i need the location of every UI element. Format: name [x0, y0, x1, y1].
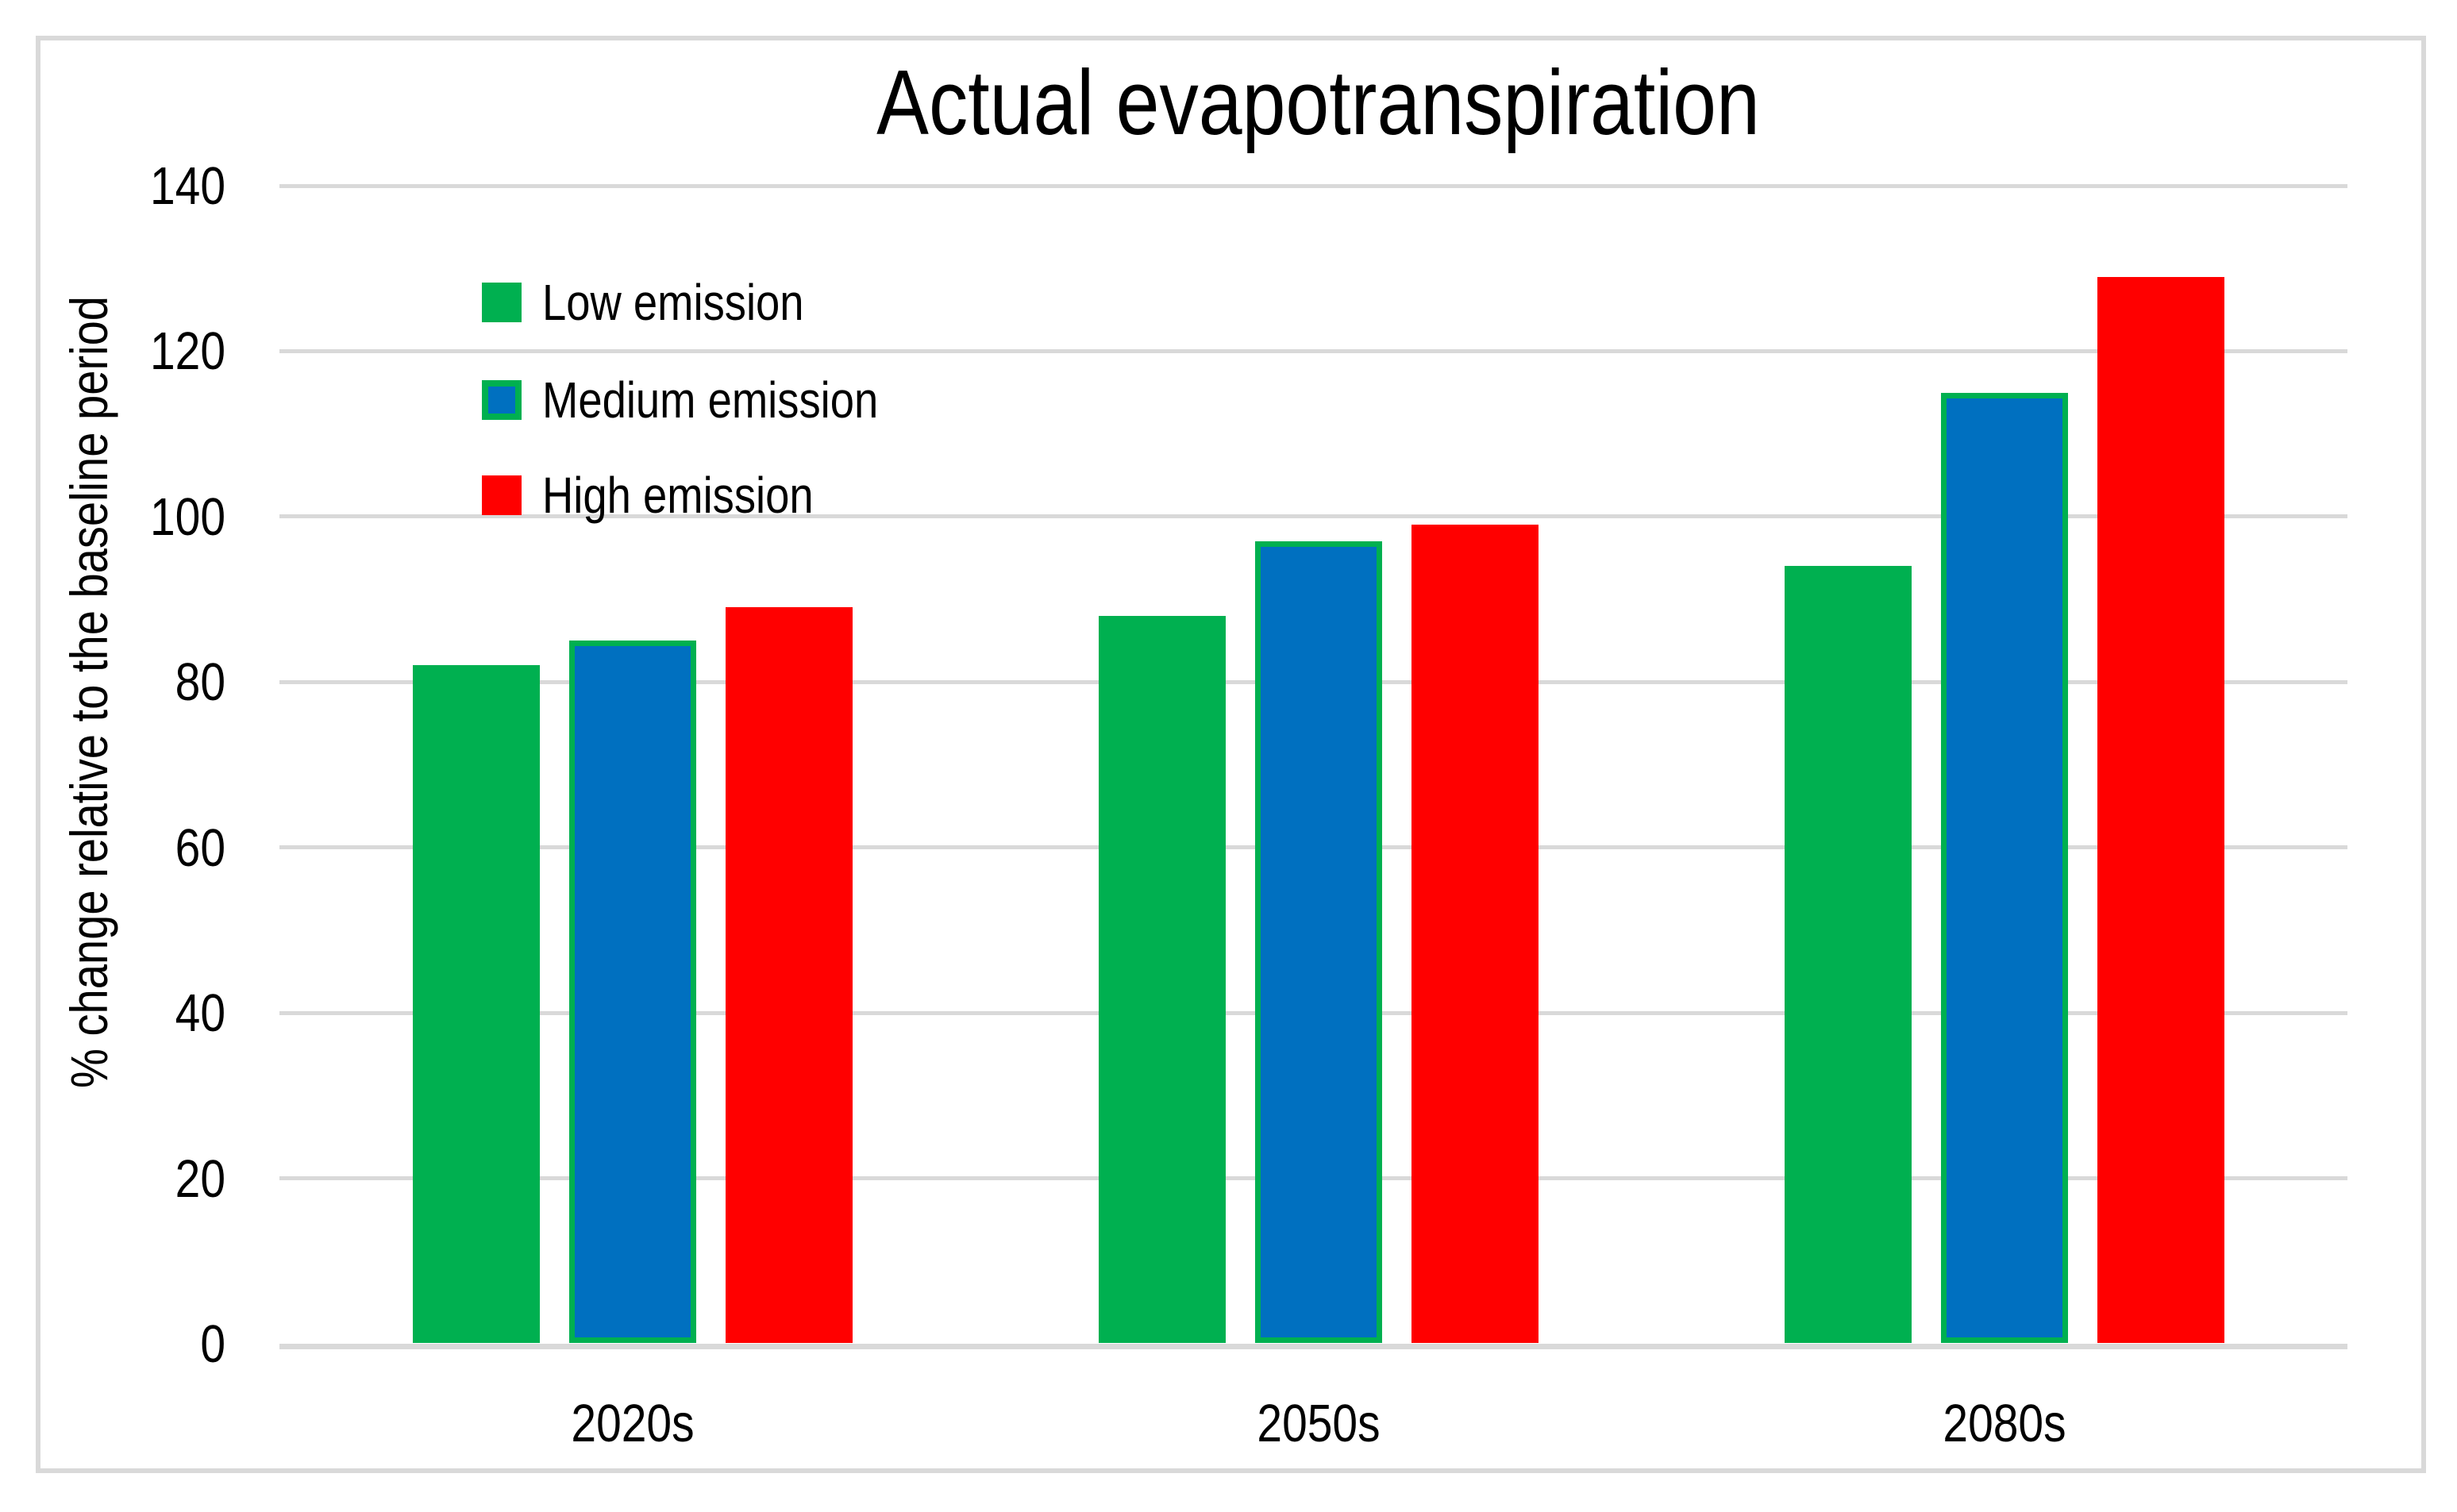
bar-high-emission-2050s	[1411, 525, 1539, 1343]
bar-medium-emission-2080s	[1941, 393, 2068, 1343]
x-tick-label-2020s: 2020s	[571, 1394, 695, 1453]
gridline-y-120	[279, 349, 2347, 353]
bar-medium-emission-2050s	[1255, 541, 1382, 1343]
y-tick-label-0: 0	[200, 1314, 225, 1374]
legend-swatch-low-emission	[482, 283, 522, 322]
y-tick-label-20: 20	[175, 1149, 225, 1209]
y-tick-label-100: 100	[149, 487, 225, 547]
bar-low-emission-2020s	[413, 665, 540, 1343]
legend-label-high-emission: High emission	[542, 467, 814, 524]
legend-label-low-emission: Low emission	[542, 274, 804, 331]
legend-label-medium-emission: Medium emission	[542, 371, 879, 429]
chart-title-text: Actual evapotranspiration	[876, 51, 1761, 154]
legend-item-high-emission: High emission	[482, 470, 861, 521]
legend-item-low-emission: Low emission	[482, 277, 850, 328]
y-tick-label-60: 60	[175, 818, 225, 878]
bar-medium-emission-2020s	[569, 641, 696, 1343]
gridline-y-140	[279, 184, 2347, 188]
y-tick-label-40: 40	[175, 983, 225, 1043]
y-tick-label-120: 120	[149, 321, 225, 381]
y-tick-label-140: 140	[149, 156, 225, 216]
legend-swatch-high-emission	[482, 475, 522, 515]
bar-high-emission-2020s	[726, 607, 853, 1343]
bar-low-emission-2050s	[1099, 616, 1226, 1343]
x-tick-label-2080s: 2080s	[1943, 1394, 2066, 1453]
legend-item-medium-emission: Medium emission	[482, 375, 938, 425]
bar-low-emission-2080s	[1785, 566, 1912, 1343]
chart-title: Actual evapotranspiration	[290, 52, 2347, 154]
x-tick-label-2050s: 2050s	[1257, 1394, 1381, 1453]
y-tick-label-80: 80	[175, 652, 225, 712]
gridline-y-0	[279, 1344, 2347, 1349]
bar-high-emission-2080s	[2097, 277, 2224, 1343]
legend-swatch-medium-emission	[482, 380, 522, 420]
gridline-y-100	[279, 514, 2347, 518]
